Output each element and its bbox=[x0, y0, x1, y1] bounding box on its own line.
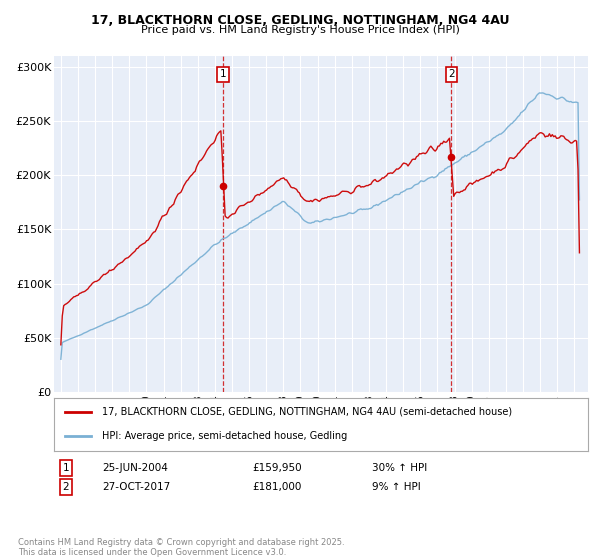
Text: 1: 1 bbox=[220, 69, 226, 80]
Text: 2: 2 bbox=[448, 69, 455, 80]
Text: £181,000: £181,000 bbox=[252, 482, 301, 492]
Text: 9% ↑ HPI: 9% ↑ HPI bbox=[372, 482, 421, 492]
Text: Contains HM Land Registry data © Crown copyright and database right 2025.
This d: Contains HM Land Registry data © Crown c… bbox=[18, 538, 344, 557]
Text: £159,950: £159,950 bbox=[252, 463, 302, 473]
Text: 17, BLACKTHORN CLOSE, GEDLING, NOTTINGHAM, NG4 4AU (semi-detached house): 17, BLACKTHORN CLOSE, GEDLING, NOTTINGHA… bbox=[102, 407, 512, 417]
Text: 27-OCT-2017: 27-OCT-2017 bbox=[102, 482, 170, 492]
Text: 30% ↑ HPI: 30% ↑ HPI bbox=[372, 463, 427, 473]
Text: 17, BLACKTHORN CLOSE, GEDLING, NOTTINGHAM, NG4 4AU: 17, BLACKTHORN CLOSE, GEDLING, NOTTINGHA… bbox=[91, 14, 509, 27]
Text: 25-JUN-2004: 25-JUN-2004 bbox=[102, 463, 168, 473]
Text: 1: 1 bbox=[62, 463, 70, 473]
Text: HPI: Average price, semi-detached house, Gedling: HPI: Average price, semi-detached house,… bbox=[102, 431, 347, 441]
Text: Price paid vs. HM Land Registry's House Price Index (HPI): Price paid vs. HM Land Registry's House … bbox=[140, 25, 460, 35]
Text: 2: 2 bbox=[62, 482, 70, 492]
